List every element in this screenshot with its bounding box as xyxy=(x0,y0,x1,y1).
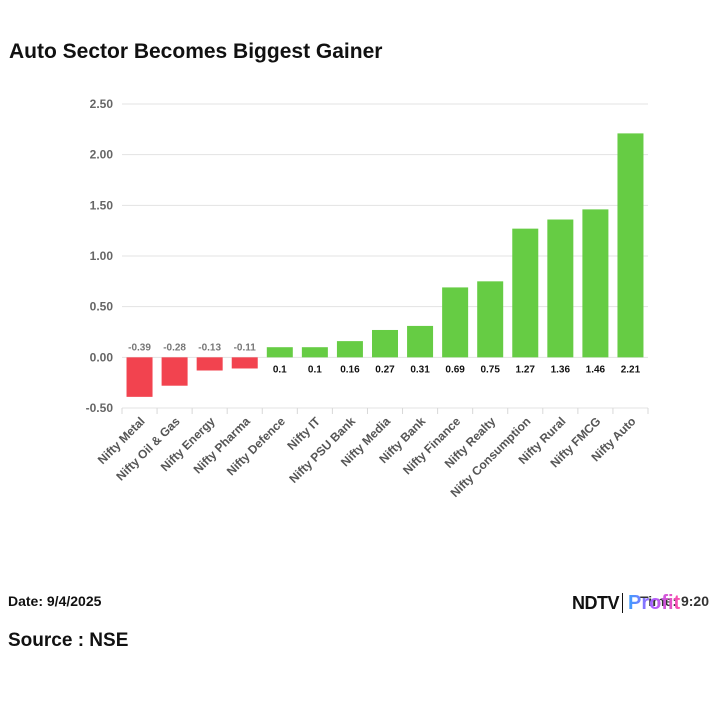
data-label: 0.1 xyxy=(273,364,287,375)
bar xyxy=(126,357,153,397)
brand-separator xyxy=(622,593,623,613)
y-tick-label: 2.50 xyxy=(90,97,114,111)
data-label: 0.31 xyxy=(410,364,430,375)
bar xyxy=(407,325,434,358)
y-tick-label: -0.50 xyxy=(86,401,114,415)
bar xyxy=(547,219,574,358)
y-tick-label: 0.00 xyxy=(90,350,114,364)
bars xyxy=(126,133,644,397)
data-label: 2.21 xyxy=(621,364,641,375)
bar xyxy=(372,329,398,358)
data-label: 0.1 xyxy=(308,364,322,375)
brand-profit: Profit xyxy=(628,591,681,614)
chart-title: Auto Sector Becomes Biggest Gainer xyxy=(9,40,383,63)
source-label: Source : NSE xyxy=(8,630,129,651)
y-tick-label: 0.50 xyxy=(90,300,114,314)
date-label: Date: 9/4/2025 xyxy=(8,593,102,609)
y-tick-label: 1.50 xyxy=(90,198,114,212)
bar xyxy=(196,357,223,371)
y-tick-label: 1.00 xyxy=(90,249,114,263)
data-label: -0.13 xyxy=(198,342,221,353)
bar xyxy=(442,287,469,358)
brand-logo: NDTV Profit xyxy=(572,590,680,616)
bar xyxy=(512,228,539,358)
brand-ndtv: NDTV xyxy=(572,592,620,613)
data-label: 0.69 xyxy=(445,364,465,375)
data-labels: -0.39 -0.28 -0.13 -0.11 0.1 0.1 0.16 0.27 0.31 0.… xyxy=(128,342,640,375)
bar-chart: 2.50 2.00 1.50 1.00 0.50 0.00 -0.50 -0.39 -0.28… xyxy=(86,97,649,500)
data-label: 0.27 xyxy=(375,364,395,375)
bar xyxy=(582,209,609,358)
bar xyxy=(301,347,328,358)
bar xyxy=(161,357,188,386)
bar xyxy=(477,281,504,358)
data-label: 0.75 xyxy=(480,364,500,375)
data-label: 0.16 xyxy=(340,364,360,375)
data-label: 1.46 xyxy=(586,364,606,375)
y-tick-label: 2.00 xyxy=(90,148,114,162)
bar xyxy=(617,133,644,358)
bar xyxy=(231,357,258,369)
data-label: 1.36 xyxy=(551,364,571,375)
data-label: -0.11 xyxy=(234,342,257,353)
y-axis-ticks: 2.50 2.00 1.50 1.00 0.50 0.00 -0.50 xyxy=(86,97,114,415)
data-label: 1.27 xyxy=(516,364,536,375)
time-label: Time: 9:20 xyxy=(640,593,709,609)
bar xyxy=(336,341,363,358)
data-label: -0.39 xyxy=(128,342,151,353)
bar xyxy=(266,347,293,358)
data-label: -0.28 xyxy=(163,342,186,353)
